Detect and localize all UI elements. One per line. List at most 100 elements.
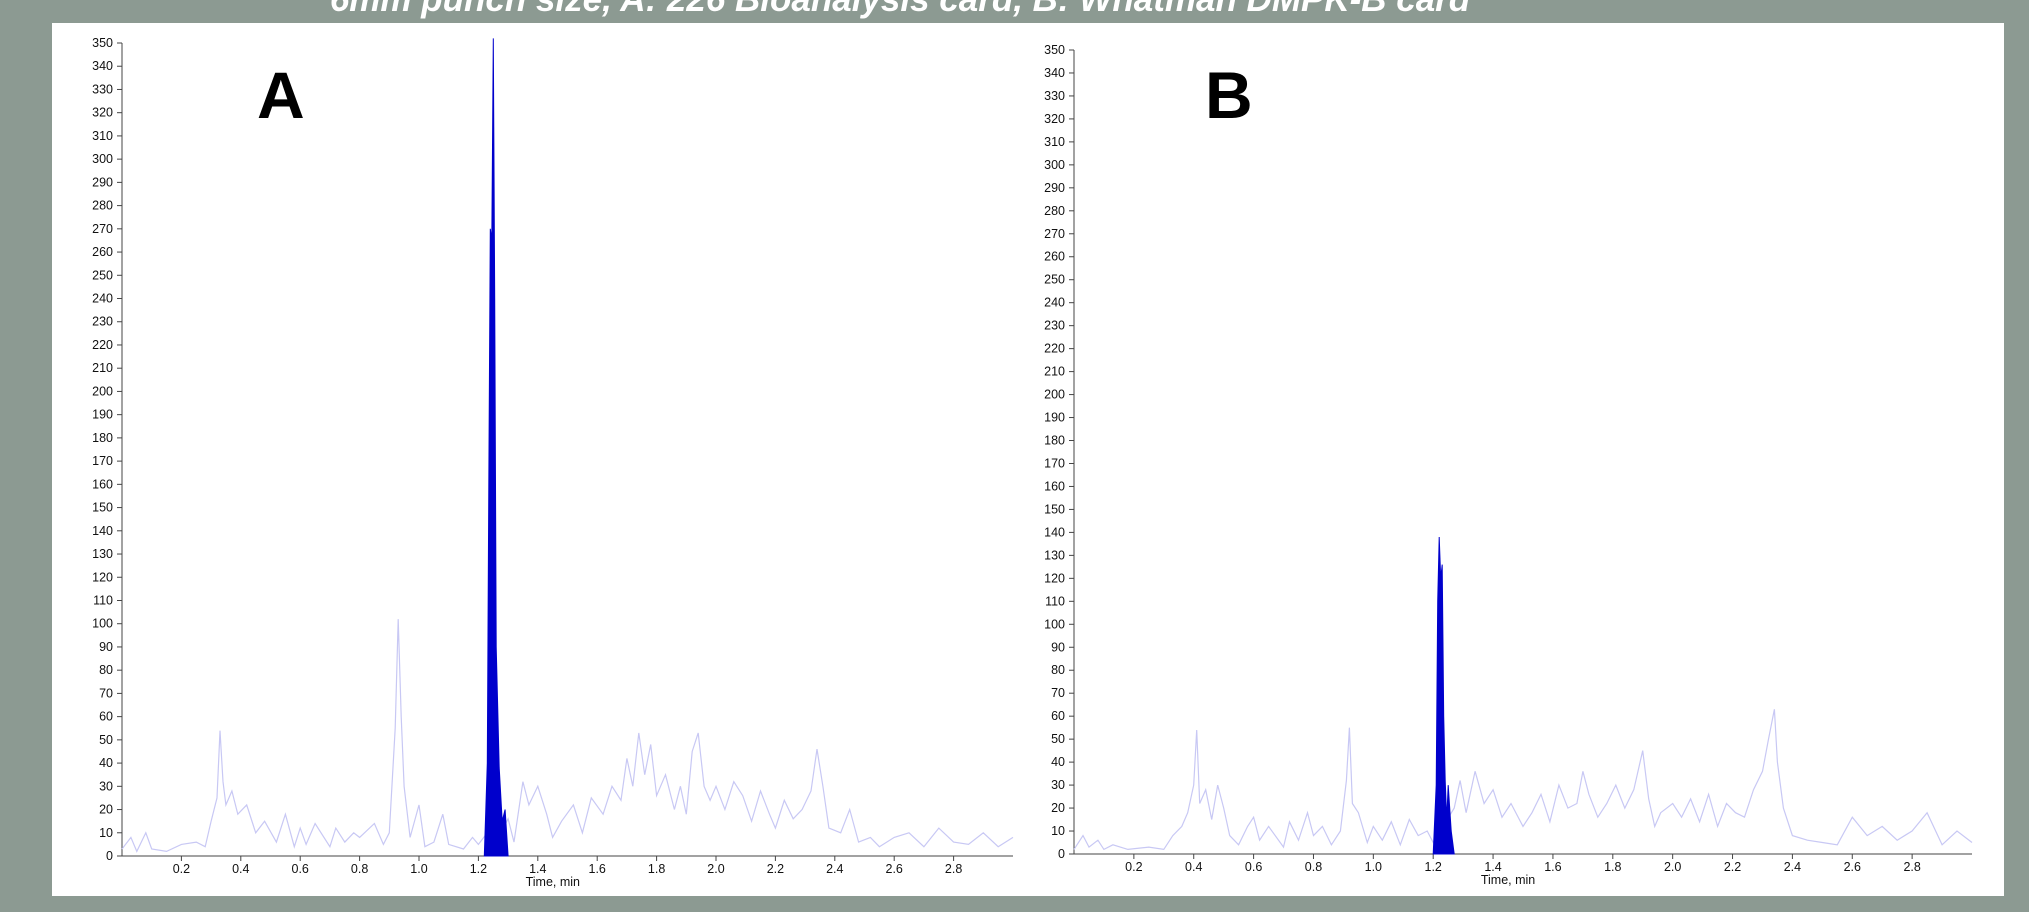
y-tick-label: 140 bbox=[1044, 525, 1065, 539]
x-tick-label: 2.2 bbox=[1724, 860, 1741, 874]
x-tick-label: 1.4 bbox=[1484, 860, 1501, 874]
y-tick-label: 190 bbox=[1044, 411, 1065, 425]
y-tick-label: 140 bbox=[92, 524, 113, 538]
x-tick-label: 0.8 bbox=[351, 862, 368, 876]
y-tick-label: 250 bbox=[1044, 273, 1065, 287]
noise-trace bbox=[1073, 709, 1973, 851]
x-tick-label: 0.6 bbox=[292, 862, 309, 876]
x-tick-label: 2.4 bbox=[1784, 860, 1801, 874]
y-tick-label: 10 bbox=[99, 826, 113, 840]
x-tick-label: 2.2 bbox=[767, 862, 784, 876]
y-tick-label: 290 bbox=[1044, 181, 1065, 195]
y-tick-label: 220 bbox=[92, 338, 113, 352]
analyte-peak bbox=[483, 38, 509, 857]
x-tick-label: 0.6 bbox=[1245, 860, 1262, 874]
y-tick-label: 190 bbox=[92, 408, 113, 422]
y-tick-label: 120 bbox=[1044, 571, 1065, 585]
y-tick-label: 110 bbox=[93, 593, 113, 607]
y-tick-label: 340 bbox=[92, 59, 113, 73]
y-tick-label: 330 bbox=[1044, 89, 1065, 103]
y-tick-label: 160 bbox=[92, 477, 113, 491]
y-tick-label: 30 bbox=[99, 779, 113, 793]
y-tick-label: 320 bbox=[92, 106, 113, 120]
y-tick-label: 310 bbox=[92, 129, 113, 143]
x-tick-label: 0.2 bbox=[173, 862, 190, 876]
y-tick-label: 330 bbox=[92, 82, 113, 96]
x-tick-label: 1.8 bbox=[1604, 860, 1621, 874]
chart-panel: 0 10 20 30 40 50 60 70 80 90 100 110 120 130 140 150 160… bbox=[52, 23, 2004, 896]
x-tick-label: 1.0 bbox=[410, 862, 427, 876]
y-tick-label: 290 bbox=[92, 175, 113, 189]
x-tick-label: 0.8 bbox=[1305, 860, 1322, 874]
y-tick-label: 200 bbox=[1044, 388, 1065, 402]
y-tick-label: 90 bbox=[1051, 640, 1065, 654]
x-axis-label: Time, min bbox=[1481, 873, 1535, 887]
y-tick-label: 50 bbox=[1051, 732, 1065, 746]
y-tick-label: 40 bbox=[1051, 755, 1065, 769]
y-tick-label: 60 bbox=[99, 710, 113, 724]
noise-trace bbox=[121, 619, 1014, 853]
y-tick-label: 90 bbox=[99, 640, 113, 654]
y-tick-label: 350 bbox=[1044, 43, 1065, 57]
y-tick-label: 120 bbox=[92, 570, 113, 584]
y-tick-label: 270 bbox=[1044, 227, 1065, 241]
y-tick-label: 60 bbox=[1051, 709, 1065, 723]
x-tick-label: 2.0 bbox=[707, 862, 724, 876]
x-tick-label: 1.2 bbox=[470, 862, 487, 876]
x-axis-label: Time, min bbox=[526, 875, 580, 889]
y-tick-label: 70 bbox=[99, 686, 113, 700]
x-tick-label: 2.4 bbox=[826, 862, 843, 876]
y-tick-label: 230 bbox=[1044, 319, 1065, 333]
x-tick-label: 1.8 bbox=[648, 862, 665, 876]
y-tick-label: 230 bbox=[92, 315, 113, 329]
x-tick-label: 2.8 bbox=[1903, 860, 1920, 874]
y-tick-label: 50 bbox=[99, 733, 113, 747]
x-tick-label: 1.6 bbox=[589, 862, 606, 876]
y-tick-label: 160 bbox=[1044, 479, 1065, 493]
x-tick-label: 1.4 bbox=[529, 862, 546, 876]
y-tick-label: 250 bbox=[92, 268, 113, 282]
y-tick-label: 20 bbox=[1051, 801, 1065, 815]
y-tick-label: 130 bbox=[1044, 548, 1065, 562]
x-tick-label: 2.8 bbox=[945, 862, 962, 876]
y-tick-label: 260 bbox=[1044, 250, 1065, 264]
y-tick-label: 80 bbox=[1051, 663, 1065, 677]
y-tick-label: 340 bbox=[1044, 66, 1065, 80]
y-tick-label: 210 bbox=[1044, 365, 1065, 379]
y-tick-label: 150 bbox=[1044, 502, 1065, 516]
y-tick-label: 80 bbox=[99, 663, 113, 677]
y-tick-label: 130 bbox=[92, 547, 113, 561]
x-tick-label: 2.6 bbox=[886, 862, 903, 876]
x-tick-label: 0.2 bbox=[1125, 860, 1142, 874]
y-tick-label: 0 bbox=[1058, 847, 1065, 861]
frame-border bbox=[16, 0, 20, 912]
y-tick-label: 200 bbox=[92, 384, 113, 398]
y-tick-label: 150 bbox=[92, 501, 113, 515]
x-tick-label: 1.2 bbox=[1425, 860, 1442, 874]
panel-label: B bbox=[1205, 58, 1253, 132]
analyte-peak bbox=[1432, 536, 1455, 855]
y-tick-label: 280 bbox=[92, 199, 113, 213]
panel-label: A bbox=[257, 58, 305, 132]
y-tick-label: 170 bbox=[1044, 456, 1065, 470]
y-tick-label: 30 bbox=[1051, 778, 1065, 792]
y-tick-label: 300 bbox=[1044, 158, 1065, 172]
y-tick-label: 280 bbox=[1044, 204, 1065, 218]
chromatogram-figure: 0102030405060708090100110120130140150160… bbox=[92, 36, 1973, 889]
x-tick-label: 2.0 bbox=[1664, 860, 1681, 874]
y-tick-label: 180 bbox=[92, 431, 113, 445]
y-tick-label: 260 bbox=[92, 245, 113, 259]
y-tick-label: 240 bbox=[1044, 296, 1065, 310]
x-tick-label: 2.6 bbox=[1844, 860, 1861, 874]
x-tick-label: 0.4 bbox=[1185, 860, 1202, 874]
x-tick-label: 1.0 bbox=[1365, 860, 1382, 874]
y-tick-label: 310 bbox=[1044, 135, 1065, 149]
y-tick-label: 270 bbox=[92, 222, 113, 236]
y-tick-label: 20 bbox=[99, 803, 113, 817]
y-tick-label: 350 bbox=[92, 36, 113, 50]
y-tick-label: 210 bbox=[92, 361, 113, 375]
y-tick-label: 240 bbox=[92, 292, 113, 306]
y-tick-label: 0 bbox=[106, 849, 113, 863]
y-tick-label: 220 bbox=[1044, 342, 1065, 356]
y-tick-label: 40 bbox=[99, 756, 113, 770]
